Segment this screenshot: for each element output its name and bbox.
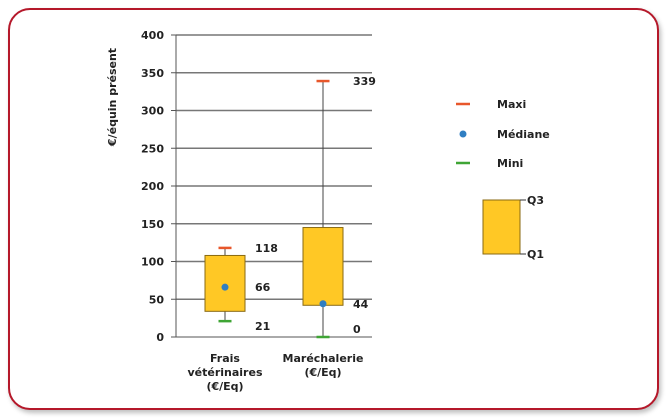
- x-label-line: vétérinaires: [187, 366, 262, 379]
- y-tick-label: 0: [156, 331, 164, 344]
- legend-min-label: Mini: [497, 157, 523, 170]
- axes: [171, 34, 372, 338]
- legend: Maxi Médiane Mini Q3 Q1: [456, 98, 550, 261]
- x-tick-labels: Fraisvétérinaires(€/Eq)Maréchalerie(€/Eq…: [187, 352, 363, 393]
- y-tick-label: 350: [141, 67, 164, 80]
- y-tick-label: 300: [141, 105, 164, 118]
- legend-max-label: Maxi: [497, 98, 526, 111]
- y-tick-label: 150: [141, 218, 164, 231]
- legend-q3-label: Q3: [527, 194, 544, 207]
- box-2: 339 44 0: [302, 75, 376, 339]
- min-label: 21: [255, 320, 270, 333]
- x-label-line: Frais: [210, 352, 240, 365]
- median-label: 66: [255, 281, 271, 294]
- y-tick-label: 400: [141, 29, 164, 42]
- y-tick-label: 50: [149, 293, 165, 306]
- y-tick-label: 250: [141, 142, 164, 155]
- max-label: 339: [353, 75, 376, 88]
- x-label-line: (€/Eq): [206, 380, 243, 393]
- box-1: 118 66 21: [204, 242, 278, 333]
- x-label-line: (€/Eq): [304, 366, 341, 379]
- chart-frame: [8, 8, 659, 410]
- box-body: [302, 227, 344, 306]
- max-label: 118: [255, 242, 278, 255]
- median-label: 44: [353, 298, 369, 311]
- legend-box: [482, 199, 521, 255]
- boxes: 118 66 21 339 44 0: [204, 75, 376, 339]
- box-body: [204, 254, 246, 312]
- y-tick-label: 200: [141, 180, 164, 193]
- legend-q1-label: Q1: [527, 248, 544, 261]
- y-axis-label: €/équin présent: [106, 48, 119, 147]
- y-tick-labels: 0 50 100 150 200 250 300 350 400: [141, 29, 164, 344]
- median-marker: [221, 283, 229, 291]
- legend-median-marker: [459, 130, 467, 138]
- median-marker: [319, 300, 327, 308]
- min-label: 0: [353, 323, 361, 336]
- x-label-line: Maréchalerie: [283, 352, 364, 365]
- legend-median-label: Médiane: [497, 128, 550, 141]
- y-tick-label: 100: [141, 256, 164, 269]
